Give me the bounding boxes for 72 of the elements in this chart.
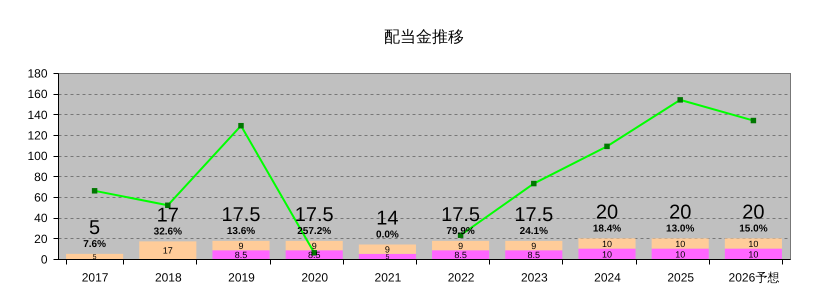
data-label: 9 [312,241,317,252]
x-tick-label: 2021 [374,270,402,284]
x-tick-label: 2022 [448,270,475,284]
annotation: 15.0% [739,223,768,234]
annotation: 18.4% [592,223,622,234]
data-label: 10 [602,239,612,249]
data-label: 9 [384,244,390,255]
bar [578,248,636,259]
total-label: 17.5 [441,204,480,226]
total-label: 17.5 [294,204,334,226]
bar [139,241,196,259]
data-label: 10 [675,239,686,249]
x-tick-label: 2026予想 [728,270,780,284]
annotation: 24.1% [520,226,548,237]
bar [358,244,416,254]
y-tick-label: 120 [27,128,48,142]
x-tick-label: 2023 [520,270,548,284]
y-tick-label: 80 [34,170,48,184]
bar [505,250,562,259]
x-tick-label: 2019 [228,270,256,284]
bar [212,240,270,250]
total-label: 14 [376,208,399,230]
data-label: 8.5 [454,250,467,260]
bar [652,248,709,259]
total-label: 5 [89,216,100,239]
y-tick-label: 100 [27,149,48,164]
x-tick-label: 2017 [82,270,109,284]
y-tick-label: 180 [27,66,48,80]
x-tick-label: 2025 [667,270,694,284]
bar [286,250,343,259]
total-label: 17 [156,204,179,226]
y-tick-label: 60 [34,190,48,204]
total-label: 17.5 [222,204,260,226]
x-tick-label: 2018 [154,270,182,284]
data-label: 10 [675,249,686,260]
total-label: 20 [669,201,692,224]
x-tick-label: 2020 [301,270,328,284]
data-label: 9 [238,241,244,252]
annotation: 13.0% [666,223,694,234]
bar [724,238,782,249]
bar [724,248,782,259]
data-label: 8.5 [234,250,248,260]
bar [432,250,490,259]
bar [358,254,416,259]
total-label: 20 [596,201,618,224]
bar [212,250,270,259]
data-label: 8.5 [308,250,320,260]
annotation: 32.6% [154,226,182,238]
total-label: 17.5 [514,204,554,226]
data-label: 10 [602,249,612,260]
y-tick-label: 160 [27,87,48,102]
annotation: 0.0% [376,230,399,241]
y-tick-label: 0 [40,252,48,266]
x-tick-label: 2024 [594,270,622,284]
data-label: 17 [162,246,173,256]
bar [505,240,562,250]
bar [432,240,490,250]
bar [66,254,124,259]
data-label: 9 [531,241,536,252]
y-tick-label: 140 [27,108,48,122]
bar [578,238,636,249]
annotation: 13.6% [226,226,256,237]
data-label: 9 [458,241,464,252]
y-tick-label: 20 [34,232,48,246]
data-label: 10 [748,239,758,249]
bar [652,238,709,249]
annotation: 7.6% [83,238,106,250]
data-label: 10 [748,249,758,260]
y-tick-label: 40 [34,211,48,226]
total-label: 20 [742,201,765,224]
chart-title: 配当金推移 [384,28,464,46]
data-label: 8.5 [528,250,540,260]
